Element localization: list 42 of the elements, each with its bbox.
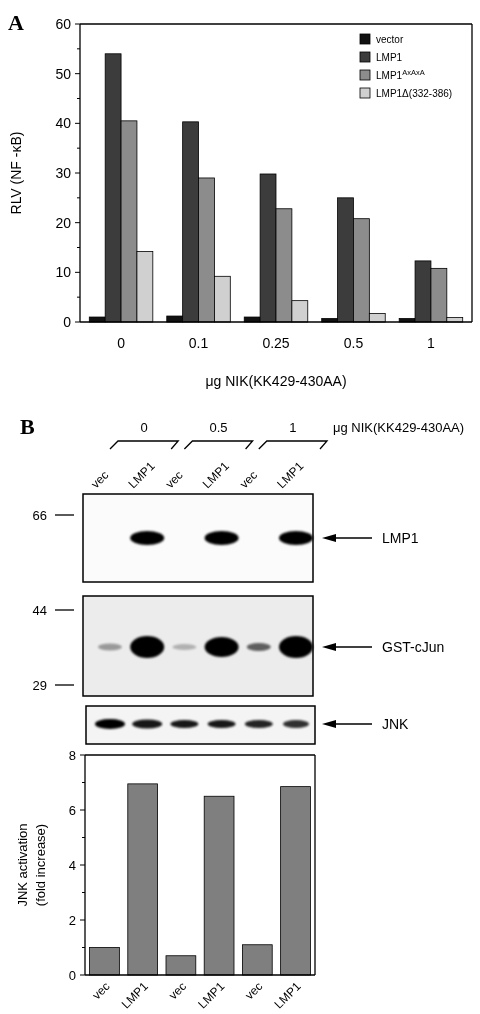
y-tick-label: 8 (68, 747, 76, 763)
x-tick-label: vec (242, 979, 266, 1003)
text: vec (88, 468, 112, 492)
text: B (20, 414, 35, 439)
text: 0 (140, 420, 148, 435)
y-tick-label: 60 (55, 15, 72, 32)
text: 1 (289, 420, 297, 435)
x-tick-label: 0.1 (188, 335, 209, 351)
x-tick-label: 0.25 (262, 335, 290, 351)
y-tick-label: 30 (55, 164, 72, 181)
legend-label: vector (376, 34, 404, 45)
text: LMP1 (382, 529, 419, 546)
text: 0.5 (209, 420, 228, 435)
y-tick-label: 0 (68, 967, 76, 983)
y-tick-label: 4 (68, 857, 76, 873)
text: vec (237, 468, 261, 492)
y-axis-title: RLV (NF -κB) (7, 131, 24, 215)
legend-label: LMP1Δ(332-386) (376, 88, 453, 99)
x-axis-title: μg NIK(KK429-430AA) (205, 373, 347, 389)
y-tick-label: 2 (68, 912, 76, 928)
y-tick-label: 20 (55, 214, 72, 231)
y-tick-label: 0 (63, 313, 72, 330)
text: 29 (32, 677, 47, 693)
text: 66 (32, 507, 47, 523)
text: vec (162, 468, 186, 492)
x-tick-label: vec (165, 979, 190, 1003)
legend-label: LMP1$^{AxAxA}$ (376, 67, 425, 81)
text: 44 (32, 602, 47, 618)
text: GST-cJun (382, 638, 445, 655)
y-tick-label: 10 (55, 264, 72, 281)
y-tick-label: 50 (55, 65, 72, 82)
x-tick-label: 0 (117, 335, 126, 351)
y-tick-label: 6 (68, 802, 76, 818)
y-axis-title: JNK activation (fold increase) (14, 823, 48, 907)
text: μg NIK(KK429-430AA) (333, 420, 465, 435)
x-tick-label: vec (89, 979, 113, 1003)
legend-label: LMP1 (376, 52, 403, 63)
chart-title: A (8, 10, 24, 35)
x-tick-label: 1 (427, 335, 436, 351)
x-tick-label: 0.5 (343, 335, 364, 351)
y-tick-label: 40 (55, 115, 72, 132)
text: JNK (382, 715, 410, 732)
